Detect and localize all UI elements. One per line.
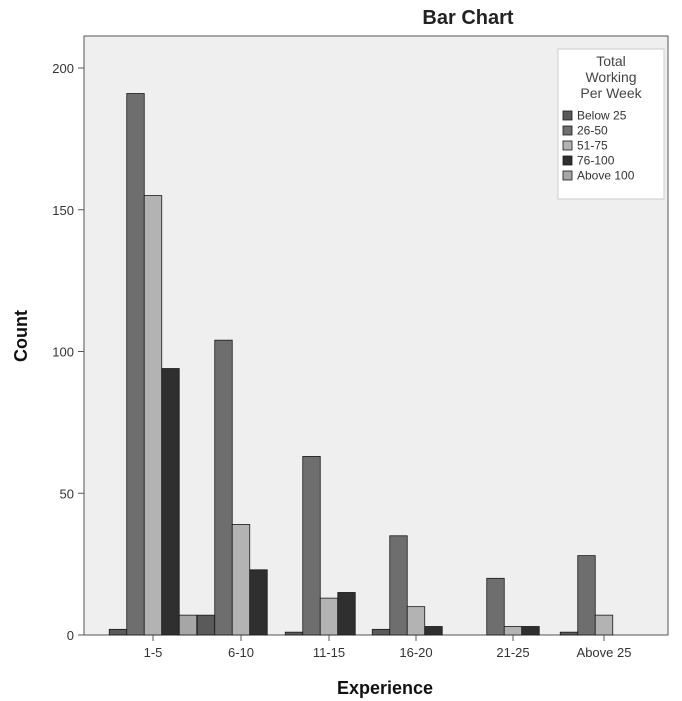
x-tick-label: 6-10 [228,645,254,660]
bar-1-5-51-75 [143,195,163,636]
bar-16-20-below-25 [371,628,391,636]
bar-6-10-below-25 [196,614,216,636]
bar-11-15-below-25 [284,631,304,636]
legend-label: 76-100 [577,154,615,168]
bar-1-5-above-100 [178,614,198,636]
y-tick-label: 200 [52,61,74,76]
bar-21-25-51-75 [503,626,523,636]
legend-swatch [562,110,573,121]
legend-label: Above 100 [577,169,635,183]
legend-label: Below 25 [577,109,627,123]
bar-16-20-51-75 [406,606,426,636]
y-axis: 0 50 100 150 200 [52,61,84,643]
legend-box [557,48,665,200]
bar-16-20-76-100 [424,626,443,636]
bar-21-25-76-100 [521,626,540,636]
bar-6-10-76-100 [249,569,268,636]
bar-above-25-26-50 [577,555,596,636]
bar-6-10-26-50 [214,339,233,636]
x-tick-label: 16-20 [399,645,432,660]
legend-swatch [562,155,573,166]
x-tick-label: 11-15 [313,645,345,660]
x-axis-title: Experience [337,678,433,698]
bar-16-20-26-50 [389,535,408,636]
y-tick-label: 100 [52,345,74,360]
legend-swatch [562,170,573,181]
y-tick-label: 150 [52,203,74,218]
bar-11-15-76-100 [337,592,356,636]
bar-11-15-51-75 [319,597,339,636]
bar-1-5-26-50 [126,93,145,636]
legend-swatch [562,140,573,151]
bar-above-25-51-75 [594,614,614,636]
bars-group [108,93,614,636]
x-tick-label: 1-5 [144,645,163,660]
bar-1-5-below-25 [108,628,128,636]
legend-title-line-1: Total [596,53,626,69]
x-tick-label: Above 25 [577,645,632,660]
legend-swatch [562,125,573,136]
chart-title: Bar Chart [422,7,513,29]
bar-above-25-below-25 [559,631,579,636]
legend-label: 26-50 [577,124,608,138]
y-tick-label: 0 [67,628,74,643]
bar-6-10-51-75 [231,524,251,636]
bar-11-15-26-50 [302,455,321,636]
bar-21-25-26-50 [486,577,505,636]
bar-1-5-76-100 [161,368,180,636]
x-axis: 1-5 6-10 11-15 16-20 21-25 Above 25 [144,635,632,660]
legend-title-line-2: Working [585,69,636,85]
x-tick-label: 21-25 [496,645,529,660]
legend-title-line-3: Per Week [580,85,642,101]
y-tick-label: 50 [60,486,74,501]
legend: Total Working Per Week Below 2526-5051-7… [557,48,665,200]
y-axis-title: Count [11,310,31,362]
legend-label: 51-75 [577,139,608,153]
